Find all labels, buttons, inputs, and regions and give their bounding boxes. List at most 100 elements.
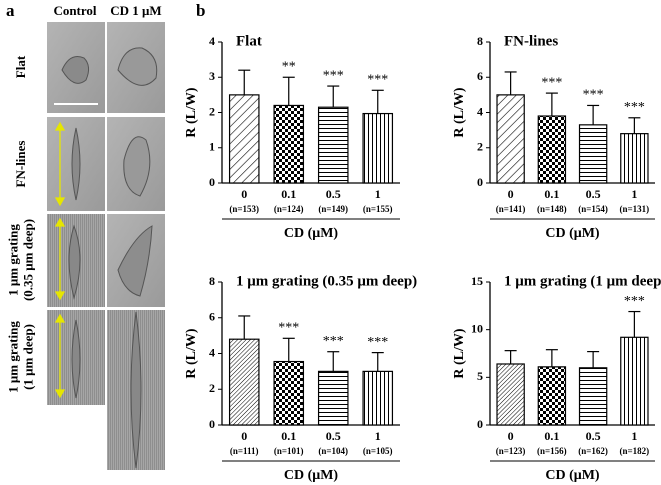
x-tick-label: 0.5 xyxy=(586,187,601,201)
row-label: (0.35 μm deep) xyxy=(20,219,35,301)
n-label: (n=182) xyxy=(620,446,650,456)
significance: *** xyxy=(624,100,645,115)
x-tick-label: 0.1 xyxy=(281,187,296,201)
significance: *** xyxy=(278,321,299,336)
bar xyxy=(317,106,349,184)
bar xyxy=(273,360,305,426)
y-axis-label: R (L/W) xyxy=(184,87,199,138)
bar xyxy=(228,94,260,184)
bar xyxy=(228,338,260,426)
n-label: (n=105) xyxy=(363,446,393,456)
x-axis-label: CD (μM) xyxy=(284,468,339,483)
chart-title: Flat xyxy=(236,33,262,49)
chart-title: 1 μm grating (0.35 μm deep) xyxy=(236,273,417,289)
bar xyxy=(273,104,305,184)
x-tick-label: 1 xyxy=(375,429,381,443)
x-tick-label: 1 xyxy=(631,187,637,201)
n-label: (n=101) xyxy=(274,446,304,456)
x-tick-label: 0 xyxy=(241,429,247,443)
x-tick-label: 1 xyxy=(631,429,637,443)
cell xyxy=(130,311,142,469)
y-tick-label: 0 xyxy=(209,417,215,431)
bar xyxy=(578,367,608,426)
cell xyxy=(61,56,90,84)
x-tick-label: 0.5 xyxy=(326,187,341,201)
column-header: Control xyxy=(53,3,96,18)
y-tick-label: 2 xyxy=(209,381,215,395)
n-label: (n=162) xyxy=(578,446,608,456)
row-label: 1 μm grating xyxy=(5,224,20,296)
row-label: 1 μm grating xyxy=(5,321,20,393)
row-label: Flat xyxy=(13,55,28,78)
n-label: (n=124) xyxy=(274,204,304,214)
x-tick-label: 0.5 xyxy=(326,429,341,443)
bar xyxy=(620,133,649,184)
bar xyxy=(537,366,567,426)
n-label: (n=153) xyxy=(229,204,259,214)
y-tick-label: 6 xyxy=(209,310,215,324)
bar xyxy=(496,94,525,184)
y-tick-label: 4 xyxy=(209,345,215,359)
y-axis-label: R (L/W) xyxy=(184,328,199,379)
chart-title: FN-lines xyxy=(504,33,558,49)
y-axis-label: R (L/W) xyxy=(452,87,467,138)
significance: *** xyxy=(583,88,604,103)
panel-label: b xyxy=(196,1,205,20)
significance: *** xyxy=(541,75,562,90)
bar xyxy=(537,115,567,184)
y-tick-label: 1 xyxy=(209,140,215,154)
bar xyxy=(496,363,525,426)
x-tick-label: 0.5 xyxy=(586,429,601,443)
x-axis-label: CD (μM) xyxy=(545,468,600,483)
column-header: CD 1 μM xyxy=(110,3,161,18)
significance: *** xyxy=(367,335,388,350)
significance: *** xyxy=(323,68,344,83)
y-tick-label: 10 xyxy=(471,321,483,335)
y-tick-label: 2 xyxy=(477,140,483,154)
cell xyxy=(71,127,81,201)
n-label: (n=148) xyxy=(537,204,567,214)
x-axis-label: CD (μM) xyxy=(284,226,339,241)
y-tick-label: 8 xyxy=(477,34,483,48)
n-label: (n=111) xyxy=(230,446,259,456)
y-tick-label: 4 xyxy=(209,34,215,48)
x-tick-label: 0.1 xyxy=(544,429,559,443)
n-label: (n=104) xyxy=(318,446,348,456)
cell xyxy=(117,225,153,297)
n-label: (n=156) xyxy=(537,446,567,456)
y-tick-label: 15 xyxy=(471,274,483,288)
y-tick-label: 3 xyxy=(209,69,215,83)
n-label: (n=131) xyxy=(620,204,650,214)
y-tick-label: 5 xyxy=(477,369,483,383)
row-label: (1 μm deep) xyxy=(20,324,35,390)
y-tick-label: 0 xyxy=(477,417,483,431)
micrographs xyxy=(47,22,165,470)
bar xyxy=(578,124,608,184)
cell xyxy=(123,136,151,197)
significance: ** xyxy=(282,59,296,74)
n-label: (n=141) xyxy=(496,204,526,214)
significance: *** xyxy=(323,334,344,349)
x-tick-label: 1 xyxy=(375,187,381,201)
x-tick-label: 0 xyxy=(508,429,514,443)
x-tick-label: 0.1 xyxy=(281,429,296,443)
y-tick-label: 8 xyxy=(209,274,215,288)
chart-title: 1 μm grating (1 μm deep) xyxy=(504,273,661,289)
bar xyxy=(362,370,394,426)
bar xyxy=(317,370,349,426)
x-tick-label: 0 xyxy=(241,187,247,201)
n-label: (n=149) xyxy=(318,204,348,214)
panel-label: a xyxy=(6,1,15,20)
bar xyxy=(620,336,649,426)
y-tick-label: 0 xyxy=(477,175,483,189)
x-axis-label: CD (μM) xyxy=(545,226,600,241)
x-tick-label: 0 xyxy=(508,187,514,201)
cell xyxy=(68,224,81,300)
row-label: FN-lines xyxy=(13,141,28,188)
significance: *** xyxy=(624,294,645,309)
x-tick-label: 0.1 xyxy=(544,187,559,201)
y-tick-label: 4 xyxy=(477,104,483,118)
y-tick-label: 2 xyxy=(209,104,215,118)
